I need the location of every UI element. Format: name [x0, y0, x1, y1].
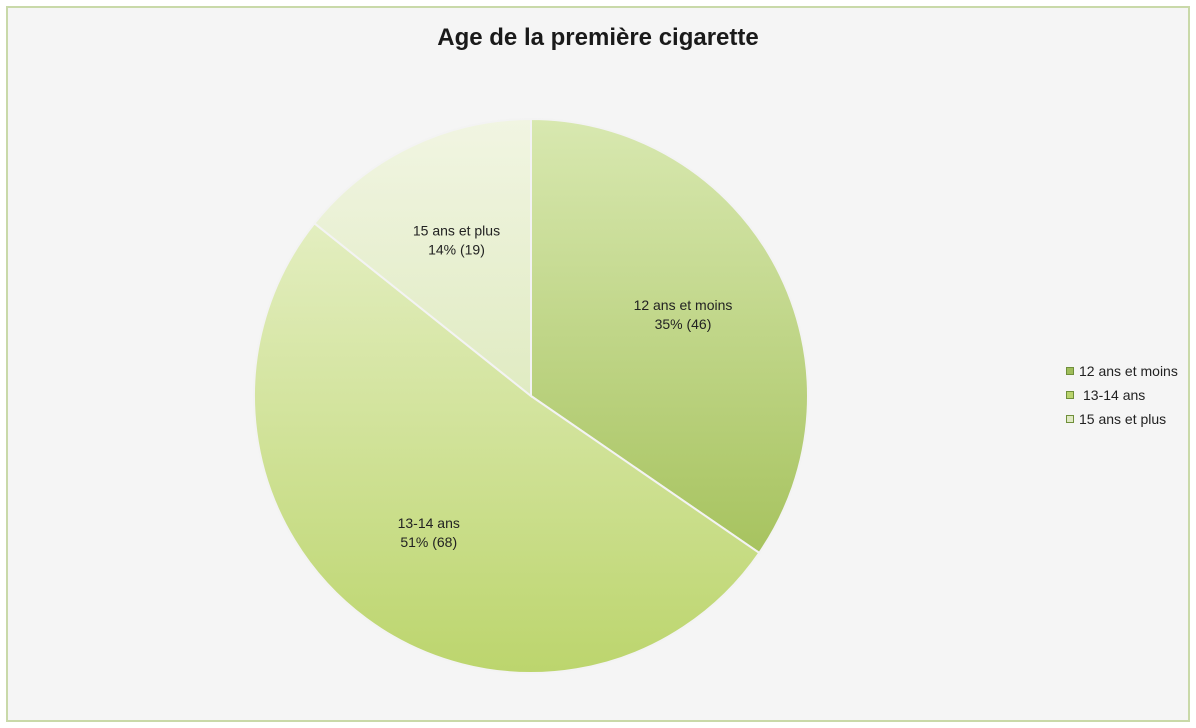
slice-label-12-and-under: 12 ans et moins 35% (46) — [634, 297, 733, 332]
legend-label: 12 ans et moins — [1079, 363, 1178, 379]
legend: 12 ans et moins 13-14 ans 15 ans et plus — [1066, 360, 1178, 432]
chart-title: Age de la première cigarette — [437, 24, 759, 51]
legend-swatch-13-14 — [1066, 391, 1074, 399]
legend-item-13-14[interactable]: 13-14 ans — [1066, 384, 1178, 406]
slice-12-and-under[interactable] — [530, 117, 809, 555]
slice-label-13-14: 13-14 ans 51% (68) — [398, 515, 460, 550]
legend-swatch-15-and-over — [1066, 415, 1074, 423]
slice-15-and-over[interactable] — [313, 117, 532, 399]
legend-swatch-12-and-under — [1066, 367, 1074, 375]
legend-label: 15 ans et plus — [1079, 411, 1167, 427]
legend-item-12-and-under[interactable]: 12 ans et moins — [1066, 360, 1178, 382]
legend-item-15-and-over[interactable]: 15 ans et plus — [1066, 408, 1178, 430]
legend-label: 13-14 ans — [1083, 387, 1146, 403]
slice-13-14[interactable] — [253, 221, 761, 674]
slice-label-15-and-over: 15 ans et plus 14% (19) — [413, 222, 500, 257]
